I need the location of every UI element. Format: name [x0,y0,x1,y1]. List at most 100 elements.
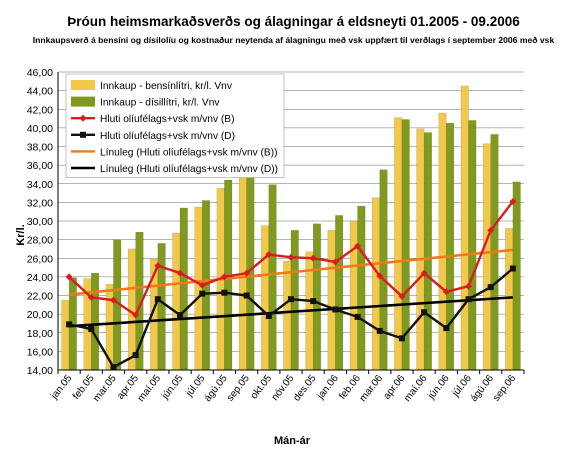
point-b [265,251,273,259]
legend-label: Innkaup - bensínlítri, kr/l. Vnv [100,81,233,92]
point-b [154,262,162,270]
point-b [198,281,206,289]
bar-bensin [394,117,403,371]
x-tick-label: sep.05 [225,373,252,404]
point-d [443,325,450,332]
point-d [110,364,117,371]
y-axis-label: Kr/l. [15,224,27,245]
y-tick-label: 38,00 [27,142,53,154]
point-b [220,273,228,281]
y-tick-label: 32,00 [27,197,53,209]
y-tick-label: 28,00 [27,235,53,247]
bar-bensin [438,112,447,371]
x-tick-label: jan.05 [48,373,74,402]
x-tick-labels: jan.05feb.05mar.05apr.05maí.05jún.05júl.… [48,373,518,404]
point-d [243,292,250,299]
y-tick-label: 16,00 [27,346,53,358]
trend-lines [68,248,514,328]
bar-disil [468,120,477,371]
x-tick-label: jún.06 [426,373,452,402]
point-b [442,288,450,296]
legend-label: Línuleg (Hluti olíufélags+vsk m/vnv (D)) [100,164,278,175]
bar-disil [379,169,388,371]
x-tick-label: sep.06 [491,373,518,404]
y-tick-label: 26,00 [27,253,53,265]
point-d [509,265,516,272]
bar-disil [512,181,521,371]
point-d [88,326,95,333]
bar-bensin [482,143,491,371]
y-tick-label: 46,00 [27,67,53,79]
point-d [398,335,405,342]
legend: Innkaup - bensínlítri, kr/l. Vnv Innkaup … [65,73,285,178]
x-tick-label: ágú.06 [469,373,497,404]
bar-bensin [416,128,425,371]
y-tick-label: 44,00 [27,86,53,98]
point-b [65,273,73,281]
point-b [509,197,517,205]
bar-bensin [172,232,181,371]
x-tick-label: mar.06 [358,373,386,404]
legend-marker [80,131,86,138]
legend-swatch [71,96,95,107]
trend-line-d [69,296,513,328]
point-b [398,292,406,300]
trend-line-b [68,248,514,296]
point-b [309,254,317,262]
point-d [154,296,161,303]
point-d [421,309,428,316]
y-tick-label: 34,00 [27,179,53,191]
x-tick-label: jún.05 [159,373,185,402]
legend-label: Hluti olíufélags+vsk m/vnv (B) [100,114,234,125]
chart-title: Þróun heimsmarkaðsverðs og álagningar á … [67,14,520,29]
bar-bensin [194,206,203,371]
point-b [87,293,95,301]
point-b [354,242,362,250]
data-lines [65,197,517,371]
point-b [420,269,428,277]
point-d [66,321,73,328]
point-b [109,296,117,304]
point-b [132,311,140,319]
bar-bensin [460,85,469,371]
legend-box [65,73,285,178]
point-b [331,258,339,266]
bar-disil [91,272,100,371]
bar-bensin [372,197,380,371]
legend-label: Hluti olíufélags+vsk m/vnv (D) [100,131,235,142]
x-tick-label: maí.06 [402,373,430,404]
point-d [354,313,361,320]
point-d [332,306,339,313]
bar-bensin [327,230,336,371]
y-tick-label: 30,00 [27,216,53,228]
point-b [176,269,184,277]
point-d [265,312,272,319]
y-tick-label: 14,00 [27,365,53,377]
y-tick-label: 40,00 [27,123,53,135]
legend-label: Innkaup - dísillítri, kr/l. Vnv [100,98,220,109]
point-d [132,352,139,359]
bar-disil [423,132,432,371]
bar-disil [357,205,366,371]
point-b [487,226,495,234]
y-tick-label: 36,00 [27,160,53,172]
y-tick-label: 42,00 [27,104,53,116]
point-d [221,289,228,296]
bar-bensin [61,299,70,371]
bar-bensin [349,220,358,371]
point-d [310,298,317,305]
point-d [487,284,494,291]
x-tick-label: jan.06 [315,373,341,402]
point-b [376,272,384,280]
bar-disil [312,223,321,371]
x-tick-label: maí.05 [136,373,164,404]
legend-marker [79,114,87,122]
chart-subtitle: Innkaupsverð á bensíni og dísilolíu og k… [32,35,555,45]
point-d [376,327,383,334]
x-axis-label: Mán-ár [274,435,311,447]
point-b [243,269,251,277]
point-b [465,282,473,290]
bar-disil [446,123,455,371]
bar-disil [335,215,344,371]
